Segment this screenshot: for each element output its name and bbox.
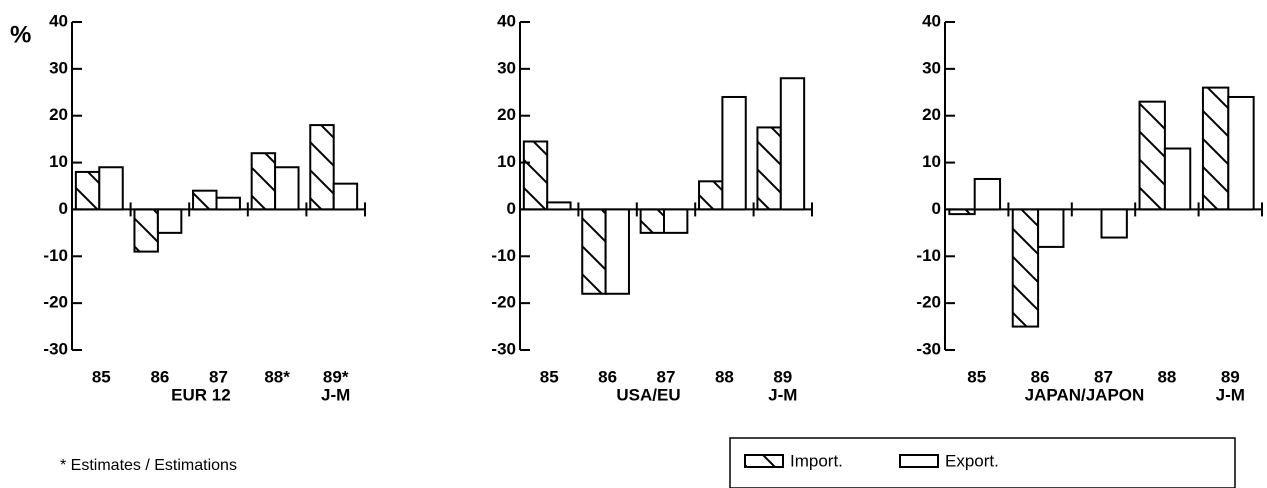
bar [756, 126, 782, 211]
bar [274, 166, 300, 211]
bar [663, 208, 689, 234]
y-tick-label: 0 [507, 199, 516, 218]
y-tick-label: 30 [497, 58, 516, 77]
y-tick-label: -20 [491, 293, 516, 312]
x-tick-label: 88* [264, 367, 290, 386]
bar [1163, 147, 1192, 211]
bar [1201, 86, 1230, 211]
bar [948, 208, 976, 216]
legend-swatch [899, 454, 939, 468]
bar [581, 208, 607, 295]
x-label: JAPAN/JAPON [1025, 385, 1145, 404]
y-tick-label: 20 [49, 105, 68, 124]
x-tick-label: 86 [1031, 367, 1050, 386]
bar [721, 95, 747, 211]
y-tick-label: -20 [916, 293, 941, 312]
period-note: J-M [768, 385, 797, 404]
y-tick-label: 0 [932, 199, 941, 218]
x-tick-label: 85 [540, 367, 559, 386]
bar [250, 152, 277, 211]
bar [1138, 100, 1166, 211]
bar [604, 208, 630, 295]
bar [1037, 208, 1065, 248]
x-tick-label: 86 [598, 367, 617, 386]
bar [546, 201, 572, 211]
bar [1100, 208, 1128, 239]
y-tick-label: -30 [916, 339, 941, 358]
bar [192, 189, 218, 211]
x-tick-label: 87 [657, 367, 676, 386]
y-unit: % [10, 21, 31, 48]
y-tick-label: -30 [43, 339, 68, 358]
bar [1227, 95, 1255, 211]
bar [215, 196, 241, 211]
bar [779, 77, 806, 211]
y-tick-label: 40 [497, 11, 516, 30]
y-tick-label: 20 [922, 105, 941, 124]
bar [639, 208, 666, 234]
legend-swatch [744, 454, 784, 468]
y-tick-label: 10 [497, 152, 516, 171]
period-note: J-M [321, 385, 350, 404]
y-tick-label: -10 [43, 246, 68, 265]
bar [133, 208, 159, 253]
x-tick-label: 86 [150, 367, 169, 386]
bar [1011, 208, 1040, 328]
legend-box [729, 437, 1236, 488]
x-tick-label: 89* [323, 367, 349, 386]
y-tick-label: 40 [922, 11, 941, 30]
y-tick-label: 30 [922, 58, 941, 77]
x-tick-label: 85 [92, 367, 111, 386]
bar [698, 180, 724, 211]
bar [156, 208, 183, 234]
x-tick-label: 87 [1094, 367, 1113, 386]
y-tick-label: 10 [922, 152, 941, 171]
y-tick-label: -20 [43, 293, 68, 312]
y-tick-label: 0 [59, 199, 68, 218]
y-tick-label: 10 [49, 152, 68, 171]
bar [973, 177, 1002, 211]
y-tick-label: -10 [916, 246, 941, 265]
y-tick-label: 40 [49, 11, 68, 30]
bar [74, 170, 101, 211]
x-tick-label: 88 [1157, 367, 1176, 386]
bar [522, 140, 549, 211]
x-tick-label: 88 [715, 367, 734, 386]
y-tick-label: 20 [497, 105, 516, 124]
x-tick-label: 89 [773, 367, 792, 386]
bar [98, 166, 124, 211]
x-tick-label: 85 [967, 367, 986, 386]
x-tick-label: 89 [1221, 367, 1240, 386]
y-tick-label: 30 [49, 58, 68, 77]
y-tick-label: -10 [491, 246, 516, 265]
x-label: USA/EU [616, 385, 680, 404]
bar [332, 182, 359, 211]
footnote: * Estimates / Estimations [60, 457, 237, 474]
period-note: J-M [1216, 385, 1245, 404]
x-label: EUR 12 [171, 385, 231, 404]
y-tick-label: -30 [491, 339, 516, 358]
bar [309, 124, 335, 211]
legend-label: Export. [945, 451, 999, 470]
legend-label: Import. [790, 451, 843, 470]
x-tick-label: 87 [209, 367, 228, 386]
